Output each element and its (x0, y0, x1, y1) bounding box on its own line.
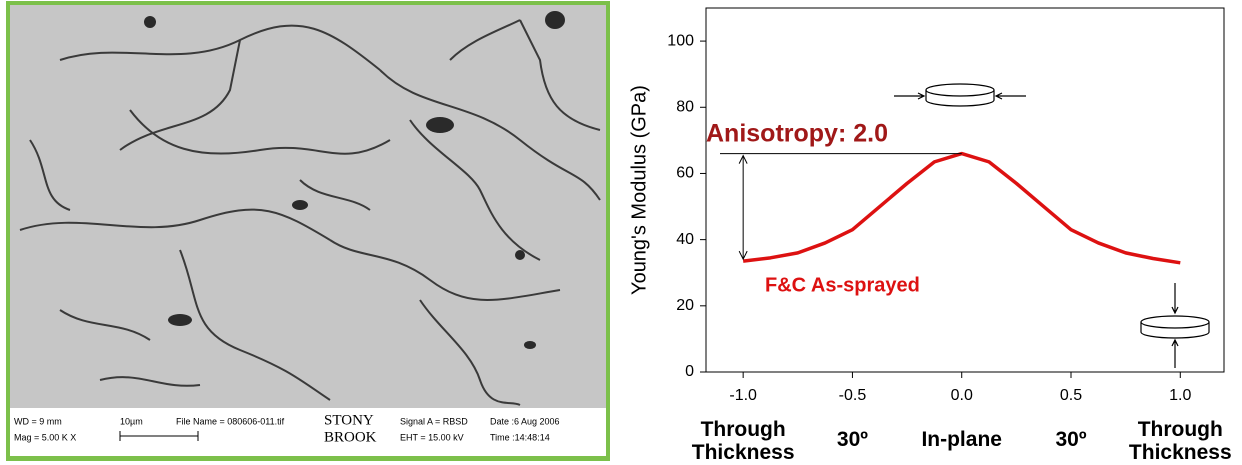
info-text: Mag = 5.00 K X (14, 432, 76, 442)
info-text: 10µm (120, 416, 143, 426)
page: WD = 9 mm Mag = 5.00 K X 10µm File Name … (0, 0, 1242, 465)
x-tick-label: -0.5 (839, 387, 867, 404)
disk-icon (1141, 283, 1209, 368)
info-text: Time :14:48:14 (490, 432, 550, 442)
y-tick-label: 20 (676, 297, 694, 314)
x-sublabel: 30º (1016, 428, 1126, 451)
x-sublabel: In-plane (907, 428, 1017, 451)
x-sublabel: Through Thickness (1125, 418, 1235, 464)
y-tick-label: 40 (676, 231, 694, 248)
x-sublabel: Through Thickness (688, 418, 798, 464)
y-tick-label: 80 (676, 98, 694, 115)
logo: STONY (324, 412, 374, 428)
x-tick-label: 0.0 (951, 387, 973, 404)
line-series (743, 154, 1180, 263)
annotation: Anisotropy: 2.0 (706, 120, 888, 148)
micrograph: WD = 9 mm Mag = 5.00 K X 10µm File Name … (6, 1, 610, 461)
logo: BROOK (324, 429, 377, 445)
x-tick-label: -1.0 (729, 387, 757, 404)
annotation: F&C As-sprayed (765, 274, 920, 296)
sem-image (10, 5, 606, 408)
plot-frame (706, 8, 1224, 372)
y-tick-label: 100 (667, 32, 694, 49)
disk-icon (894, 84, 1026, 106)
figure: WD = 9 mm Mag = 5.00 K X 10µm File Name … (0, 0, 1242, 465)
info-text: Signal A = RBSD (400, 416, 468, 426)
info-text: File Name = 080606-011.tif (176, 416, 285, 426)
x-tick-label: 0.5 (1060, 387, 1082, 404)
info-text: EHT = 15.00 kV (400, 432, 464, 442)
info-text: Date :6 Aug 2006 (490, 416, 560, 426)
x-tick-label: 1.0 (1169, 387, 1191, 404)
y-axis-title: Young's Modulus (GPa) (628, 85, 650, 295)
y-tick-label: 0 (685, 363, 694, 380)
info-text: WD = 9 mm (14, 416, 62, 426)
y-tick-label: 60 (676, 165, 694, 182)
x-sublabel: 30º (797, 428, 907, 451)
